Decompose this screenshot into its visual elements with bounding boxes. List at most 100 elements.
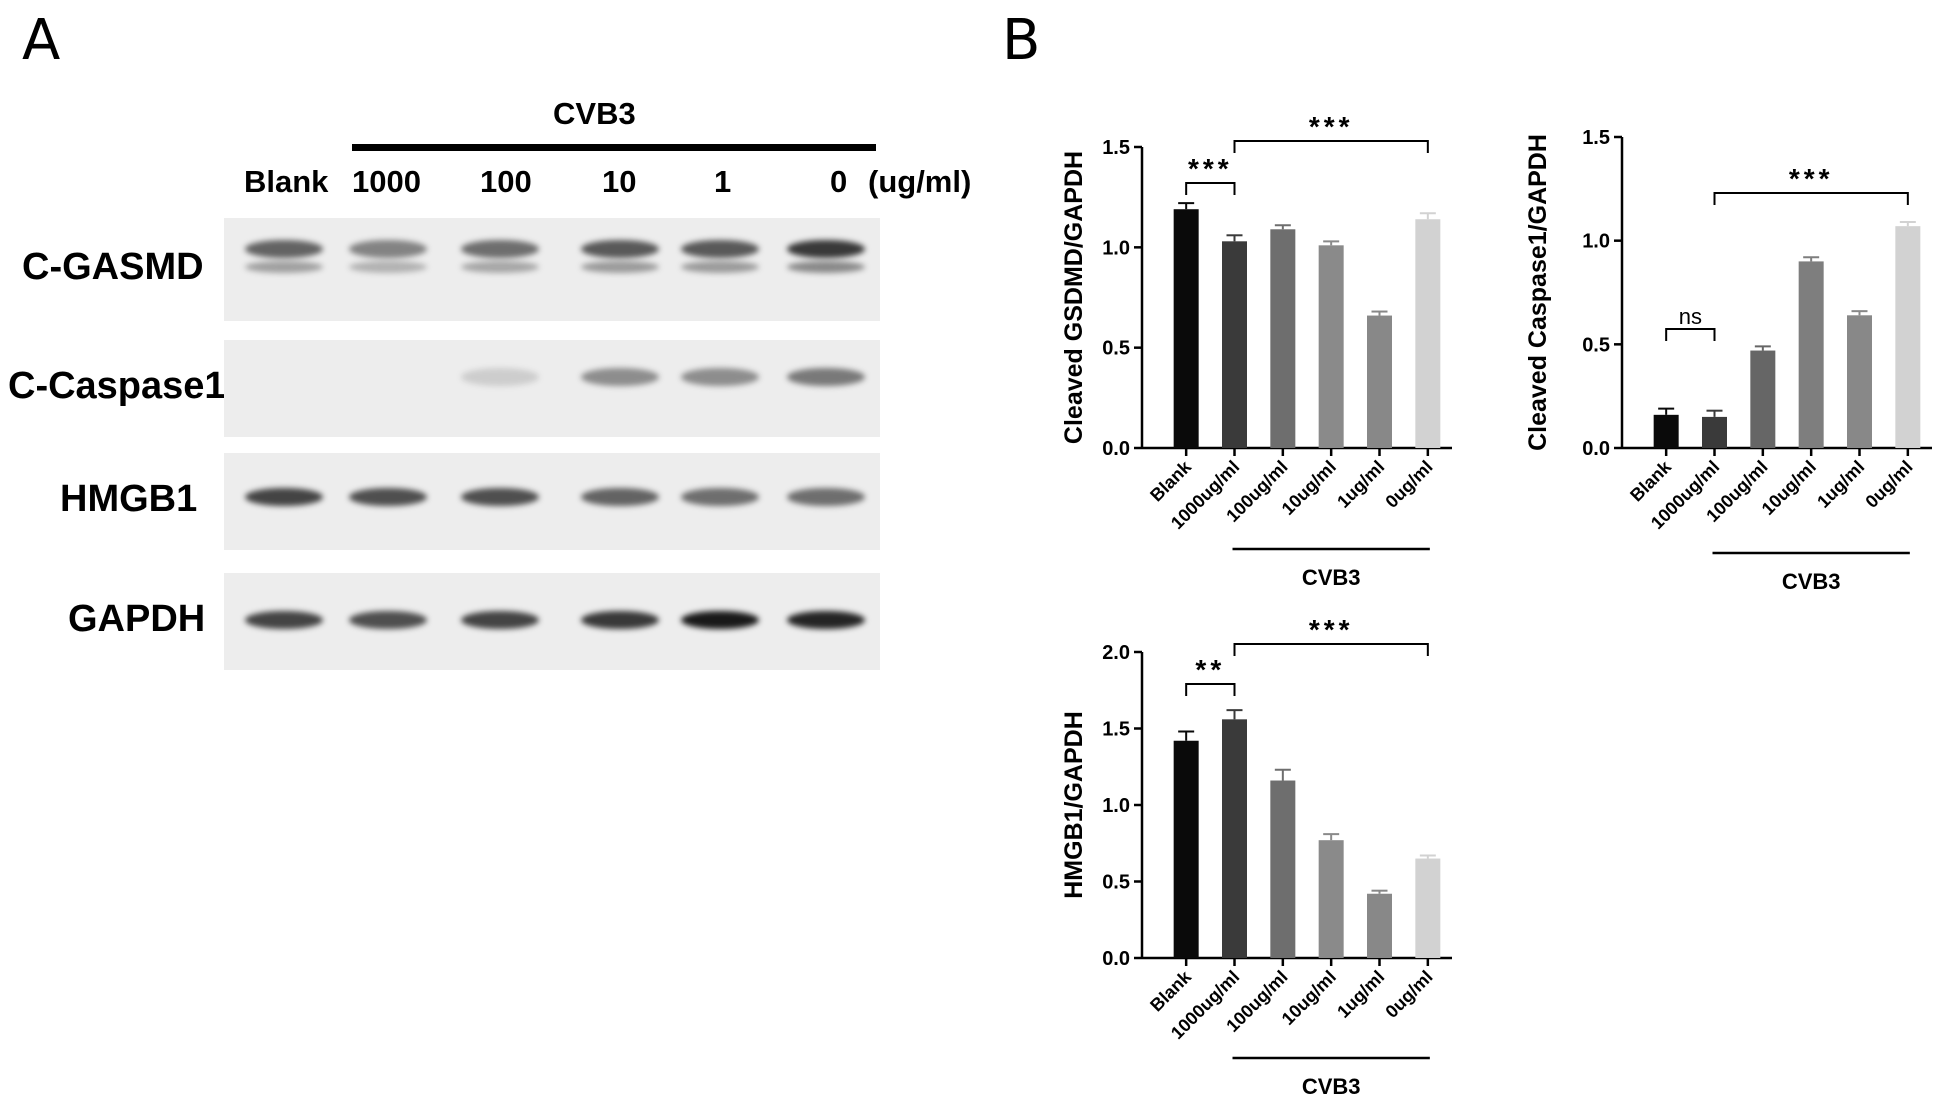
x-category-label: 10ug/ml xyxy=(1278,967,1340,1029)
bar xyxy=(1222,241,1247,448)
bar xyxy=(1222,719,1247,958)
blot-band xyxy=(461,610,539,629)
blot-band xyxy=(681,239,759,258)
significance-label: *** xyxy=(1309,620,1354,645)
y-tick-label: 1.0 xyxy=(1102,237,1130,259)
blot-band xyxy=(349,239,427,258)
panel-a-label: A xyxy=(22,8,61,73)
y-axis-label: Cleaved GSDMD/GAPDH xyxy=(1060,151,1088,444)
blot-strip xyxy=(224,453,880,550)
blot-band xyxy=(787,487,865,506)
bar xyxy=(1847,315,1872,448)
blot-row-label: C-GASMD xyxy=(22,245,204,288)
bar xyxy=(1270,780,1296,958)
bar xyxy=(1318,840,1344,958)
bar xyxy=(1367,893,1392,958)
significance-label: *** xyxy=(1309,115,1354,142)
significance-label: ns xyxy=(1679,304,1702,329)
blot-band xyxy=(245,487,323,506)
bar xyxy=(1415,219,1441,448)
bar xyxy=(1173,740,1199,958)
y-tick-label: 0.5 xyxy=(1102,338,1130,360)
blot-band xyxy=(681,367,759,386)
blot-band xyxy=(349,261,427,274)
blot-strip xyxy=(224,573,880,670)
blot-band xyxy=(581,261,659,274)
lane-label: 1000 xyxy=(352,164,421,199)
blot-strip xyxy=(224,218,880,321)
x-category-label: 10ug/ml xyxy=(1278,457,1340,519)
bar xyxy=(1653,414,1679,448)
chart-gsdmd: 0.0 0.5 1.0 1.5 Cleaved GSDMD/GAPDH Blank 1000… xyxy=(1040,111,1480,610)
significance-label: *** xyxy=(1188,153,1233,184)
lane-label: Blank xyxy=(244,164,329,199)
significance-bracket xyxy=(1713,192,1909,205)
y-tick-label: 0.0 xyxy=(1582,438,1610,460)
y-tick-label: 1.0 xyxy=(1582,231,1610,253)
unit-label: (ug/ml) xyxy=(868,164,972,199)
bar xyxy=(1798,261,1824,448)
panel-b-label: B xyxy=(1002,8,1041,73)
significance-bracket xyxy=(1233,643,1429,656)
x-category-label: 10ug/ml xyxy=(1758,457,1820,519)
blot-band xyxy=(581,239,659,258)
cvb3-group-label: CVB3 xyxy=(1302,1074,1361,1099)
western-blot-panel: CVB3 (ug/ml) Blank 1000 100 10 1 0 C-GASMD C-Ca… xyxy=(0,0,1000,700)
blot-band xyxy=(245,610,323,629)
blot-band xyxy=(245,261,323,274)
bar xyxy=(1173,209,1199,448)
blot-band xyxy=(581,610,659,629)
x-category-label: 0ug/ml xyxy=(1381,457,1436,512)
cvb3-group-label: CVB3 xyxy=(1782,569,1841,594)
lane-label: 0 xyxy=(830,164,848,199)
bar xyxy=(1750,350,1776,448)
y-axis-label: Cleaved Caspase1/GAPDH xyxy=(1524,134,1552,451)
blot-band xyxy=(787,261,865,274)
significance-bracket xyxy=(1185,683,1236,696)
blot-band xyxy=(787,239,865,258)
lane-label: 1 xyxy=(714,164,732,199)
significance-label: ** xyxy=(1195,654,1225,685)
y-tick-label: 1.5 xyxy=(1102,719,1130,741)
cvb3-group-label: CVB3 xyxy=(1302,565,1361,590)
x-category-label: 1ug/ml xyxy=(1813,457,1868,512)
x-category-label: 1ug/ml xyxy=(1333,457,1388,512)
bar xyxy=(1895,226,1921,448)
significance-bracket xyxy=(1233,140,1429,153)
blot-band xyxy=(581,367,659,386)
y-tick-label: 1.0 xyxy=(1102,795,1130,817)
blot-row-label: GAPDH xyxy=(68,597,206,640)
chart-caspase1: 0.0 0.5 1.0 1.5 Cleaved Caspase1/GAPDH Blank 1… xyxy=(1500,115,1950,610)
blot-band xyxy=(787,367,865,386)
blot-band xyxy=(787,610,865,629)
bar xyxy=(1367,315,1392,448)
y-tick-label: 0.0 xyxy=(1102,948,1130,970)
blot-row-label: C-Caspase1 xyxy=(8,364,226,407)
lane-label: 10 xyxy=(602,164,637,199)
lane-label: 100 xyxy=(480,164,532,199)
y-tick-label: 0.0 xyxy=(1102,438,1130,460)
blot-band xyxy=(681,261,759,274)
blot-band xyxy=(245,239,323,258)
bar xyxy=(1318,245,1344,448)
x-category-label: 0ug/ml xyxy=(1861,457,1916,512)
y-tick-label: 0.5 xyxy=(1582,334,1610,356)
chart-hmgb1: 0.0 0.5 1.0 1.5 2.0 HMGB1/GAPDH Blank 1000ug/ml… xyxy=(1040,614,1480,1110)
cvb3-group-bar xyxy=(352,144,876,151)
significance-bracket xyxy=(1185,182,1236,195)
blot-band xyxy=(349,487,427,506)
bar xyxy=(1270,229,1296,448)
x-category-label: 1ug/ml xyxy=(1333,967,1388,1022)
blot-band xyxy=(349,610,427,629)
x-category-label: 0ug/ml xyxy=(1381,967,1436,1022)
y-tick-label: 1.5 xyxy=(1102,137,1130,159)
y-tick-label: 0.5 xyxy=(1102,872,1130,894)
bar xyxy=(1702,416,1727,448)
significance-label: *** xyxy=(1789,163,1834,194)
y-tick-label: 2.0 xyxy=(1102,642,1130,664)
blot-band xyxy=(581,487,659,506)
y-tick-label: 1.5 xyxy=(1582,127,1610,149)
blot-band xyxy=(681,610,759,629)
blot-strip xyxy=(224,340,880,437)
significance-bracket xyxy=(1665,328,1716,341)
